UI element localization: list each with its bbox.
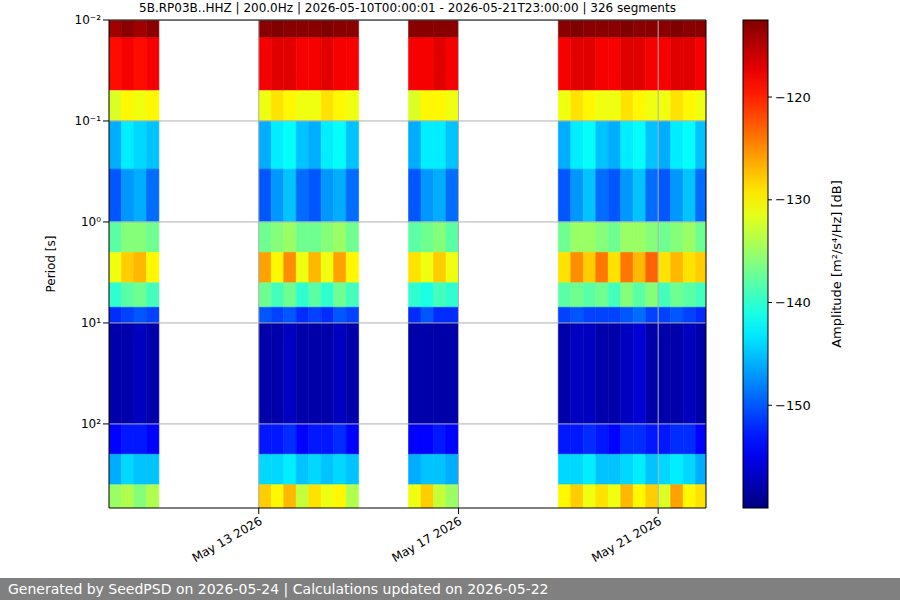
svg-text:10⁻¹: 10⁻¹ bbox=[75, 114, 102, 128]
svg-text:May 17 2026: May 17 2026 bbox=[389, 514, 464, 565]
svg-text:−150: −150 bbox=[775, 398, 811, 413]
svg-text:Amplitude [m²/s⁴/Hz] [dB]: Amplitude [m²/s⁴/Hz] [dB] bbox=[829, 180, 844, 348]
svg-text:−130: −130 bbox=[775, 192, 811, 207]
svg-text:May 13 2026: May 13 2026 bbox=[190, 514, 265, 565]
svg-text:May 21 2026: May 21 2026 bbox=[589, 514, 664, 565]
svg-text:10⁰: 10⁰ bbox=[81, 215, 101, 229]
svg-text:10¹: 10¹ bbox=[81, 316, 101, 330]
svg-text:10²: 10² bbox=[81, 417, 101, 431]
svg-text:−140: −140 bbox=[775, 295, 811, 310]
html-text:5B.RP03B..HHZ | 200.0Hz | 2026: 5B.RP03B..HHZ | 200.0Hz | 2026-05-10T00:… bbox=[139, 1, 676, 15]
svg-text:−120: −120 bbox=[775, 90, 811, 105]
html-text:Generated by SeedPSD on 2026-0: Generated by SeedPSD on 2026-05-24 | Cal… bbox=[8, 581, 549, 597]
svg-text:Period [s]: Period [s] bbox=[44, 236, 58, 293]
svg-text:10⁻²: 10⁻² bbox=[75, 13, 102, 27]
